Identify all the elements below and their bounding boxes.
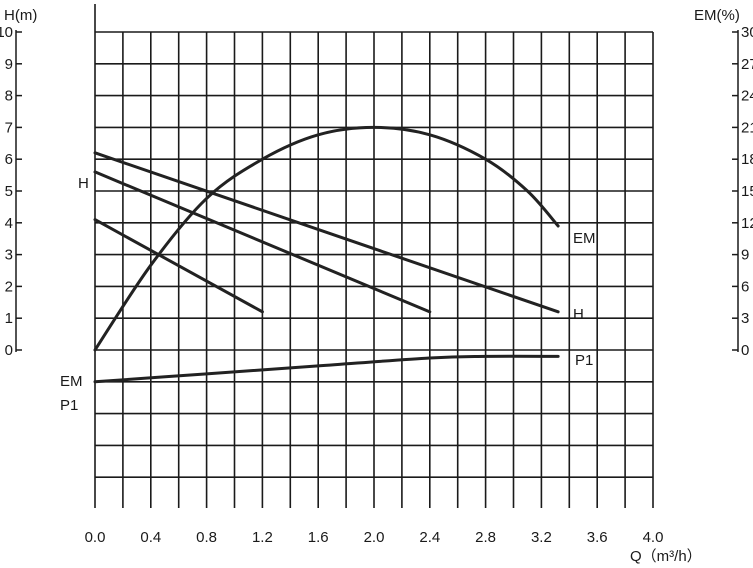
labels: H EM P1 EM H P1 (60, 175, 596, 414)
h-tick-label: 8 (5, 88, 13, 105)
x-tick-label: 2.0 (364, 529, 385, 546)
em-tick-label: 30 (741, 24, 753, 41)
h-tick-label: 4 (5, 215, 13, 232)
series-h-curve (93, 151, 560, 314)
x-tick-label: 0.0 (85, 529, 106, 546)
x-axis-label: Q（m³/h） (630, 548, 702, 565)
series-h-curve (93, 170, 432, 314)
annotation-right-h: H (573, 306, 584, 323)
h-tick-label: 1 (5, 310, 13, 327)
h-tick-label: 6 (5, 151, 13, 168)
curves (93, 125, 560, 384)
annotation-left-h: H (78, 175, 89, 192)
x-tick-label: 2.8 (475, 529, 496, 546)
x-tick-label: 1.2 (252, 529, 273, 546)
x-tick-label: 0.4 (140, 529, 161, 546)
h-tick-label: 10 (0, 24, 13, 41)
x-tick-label: 3.2 (531, 529, 552, 546)
series-em-curve (93, 125, 560, 352)
em-tick-label: 27 (741, 56, 753, 73)
em-tick-label: 12 (741, 215, 753, 232)
h-tick-label: 0 (5, 342, 13, 359)
x-tick-label: 3.6 (587, 529, 608, 546)
h-tick-label: 7 (5, 119, 13, 136)
em-tick-label: 3 (741, 310, 749, 327)
em-tick-label: 24 (741, 88, 753, 105)
em-tick-label: 0 (741, 342, 749, 359)
x-tick-label: 0.8 (196, 529, 217, 546)
annotation-right-p1: P1 (575, 352, 593, 369)
em-tick-label: 18 (741, 151, 753, 168)
series-p1-curve (93, 354, 560, 384)
right-axis-label: EM(%) (694, 7, 740, 24)
annotation-left-p1: P1 (60, 397, 78, 414)
x-tick-label: 2.4 (419, 529, 440, 546)
grid (94, 31, 654, 508)
h-tick-label: 5 (5, 183, 13, 200)
h-tick-label: 2 (5, 278, 13, 295)
series-h-curve (93, 218, 264, 314)
em-tick-label: 21 (741, 119, 753, 136)
h-tick-label: 3 (5, 247, 13, 264)
axes: 1098765432103027242118151296300.00.40.81… (0, 4, 753, 546)
x-tick-label: 4.0 (643, 529, 664, 546)
annotation-right-em: EM (573, 230, 596, 247)
annotation-left-em: EM (60, 373, 83, 390)
em-tick-label: 6 (741, 278, 749, 295)
x-tick-label: 1.6 (308, 529, 329, 546)
left-axis-label: H(m) (4, 7, 37, 24)
em-tick-label: 9 (741, 247, 749, 264)
em-tick-label: 15 (741, 183, 753, 200)
h-tick-label: 9 (5, 56, 13, 73)
